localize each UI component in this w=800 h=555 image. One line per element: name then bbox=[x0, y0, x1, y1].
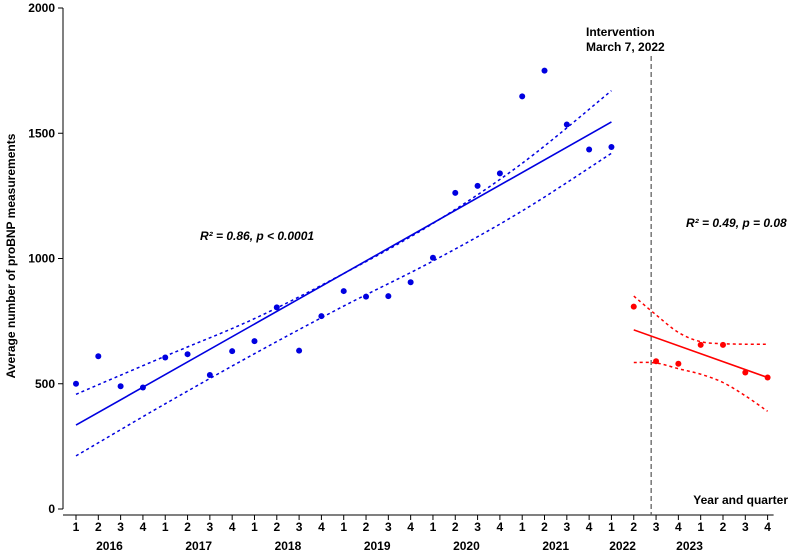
x-tick-label: 4 bbox=[140, 520, 147, 534]
data-point bbox=[719, 341, 726, 348]
data-point bbox=[139, 384, 146, 391]
data-point bbox=[318, 313, 325, 320]
x-tick-label: 2 bbox=[273, 520, 280, 534]
year-label: 2018 bbox=[275, 539, 302, 553]
data-point bbox=[764, 374, 771, 381]
x-tick-label: 2 bbox=[541, 520, 548, 534]
ci-upper-line bbox=[633, 295, 768, 345]
x-tick-label: 1 bbox=[608, 520, 615, 534]
x-tick-label: 4 bbox=[497, 520, 504, 534]
y-tick-label: 0 bbox=[48, 502, 55, 516]
y-tick-label: 1000 bbox=[28, 252, 55, 266]
x-tick-label: 2 bbox=[363, 520, 370, 534]
x-tick-label: 3 bbox=[296, 520, 303, 534]
data-point bbox=[206, 371, 213, 378]
data-point bbox=[563, 121, 570, 128]
data-point bbox=[73, 380, 79, 387]
data-point bbox=[697, 341, 704, 348]
x-tick-label: 3 bbox=[742, 520, 749, 534]
x-tick-label: 1 bbox=[697, 520, 704, 534]
x-tick-label: 3 bbox=[563, 520, 570, 534]
year-label: 2019 bbox=[364, 539, 391, 553]
data-point bbox=[273, 304, 280, 311]
data-point bbox=[229, 348, 236, 355]
data-point bbox=[586, 146, 593, 153]
x-tick-label: 1 bbox=[519, 520, 526, 534]
year-label: 2022 bbox=[609, 539, 636, 553]
ci-lower-line bbox=[633, 361, 769, 412]
x-tick-label: 4 bbox=[318, 520, 325, 534]
y-axis-title: Average number of proBNP measurements bbox=[4, 133, 18, 378]
fit-line bbox=[633, 329, 768, 379]
x-tick-label: 2 bbox=[720, 520, 727, 534]
fit-line bbox=[75, 121, 612, 426]
tick-labels: 0 500 1000 1500 2000 1 2 3 4 1 2 3 4 1 2 3 4 1 2 3 4 1 2 3 4 1 2 3 4… bbox=[28, 1, 771, 553]
data-point bbox=[385, 293, 392, 300]
year-label: 2020 bbox=[453, 539, 480, 553]
data-points bbox=[73, 67, 771, 391]
x-tick-label: 1 bbox=[162, 520, 169, 534]
data-point bbox=[519, 93, 526, 100]
fit-lines bbox=[75, 121, 768, 426]
data-point bbox=[251, 338, 258, 345]
data-point bbox=[162, 354, 169, 361]
x-tick-label: 3 bbox=[385, 520, 392, 534]
pre-fit-statistic: R² = 0.86, p < 0.0001 bbox=[200, 229, 314, 243]
data-point bbox=[452, 189, 459, 196]
x-tick-label: 1 bbox=[251, 520, 258, 534]
x-axis-title: Year and quarter bbox=[693, 493, 788, 507]
x-tick-label: 3 bbox=[117, 520, 124, 534]
x-tick-label: 2 bbox=[95, 520, 102, 534]
x-tick-label: 4 bbox=[229, 520, 236, 534]
y-tick-label: 2000 bbox=[28, 1, 55, 15]
data-point bbox=[541, 67, 548, 74]
y-tick-label: 500 bbox=[35, 377, 55, 391]
x-tick-label: 2 bbox=[630, 520, 637, 534]
x-tick-label: 2 bbox=[184, 520, 191, 534]
axes bbox=[58, 7, 774, 520]
ci-upper-line bbox=[75, 90, 612, 395]
x-tick-label: 4 bbox=[586, 520, 593, 534]
data-point bbox=[496, 170, 503, 177]
year-label: 2023 bbox=[676, 539, 703, 553]
intervention-label: Intervention bbox=[586, 25, 655, 39]
data-point bbox=[474, 182, 481, 189]
data-point bbox=[653, 358, 660, 365]
confidence-bands bbox=[75, 90, 769, 457]
x-tick-label: 1 bbox=[430, 520, 437, 534]
data-point bbox=[608, 144, 615, 151]
data-point bbox=[407, 279, 414, 286]
y-tick-label: 1500 bbox=[28, 126, 55, 140]
data-point bbox=[363, 293, 370, 300]
year-label: 2016 bbox=[96, 539, 123, 553]
x-tick-label: 3 bbox=[474, 520, 481, 534]
year-label: 2017 bbox=[185, 539, 212, 553]
x-tick-label: 1 bbox=[340, 520, 347, 534]
x-tick-label: 3 bbox=[207, 520, 214, 534]
x-tick-label: 3 bbox=[653, 520, 660, 534]
data-point bbox=[296, 347, 303, 354]
x-tick-label: 2 bbox=[452, 520, 459, 534]
year-label: 2021 bbox=[542, 539, 569, 553]
x-tick-label: 1 bbox=[73, 520, 80, 534]
ci-lower-line bbox=[75, 152, 612, 457]
data-point bbox=[742, 369, 749, 376]
data-point bbox=[675, 360, 682, 367]
x-tick-label: 4 bbox=[675, 520, 682, 534]
data-point bbox=[429, 254, 436, 261]
data-point bbox=[117, 383, 124, 390]
post-fit-statistic: R² = 0.49, p = 0.08 bbox=[686, 216, 787, 230]
intervention-date: March 7, 2022 bbox=[586, 40, 665, 54]
x-tick-label: 4 bbox=[764, 520, 771, 534]
data-point bbox=[95, 353, 102, 360]
data-point bbox=[184, 351, 191, 358]
data-point bbox=[630, 303, 637, 310]
x-tick-label: 4 bbox=[407, 520, 414, 534]
data-point bbox=[340, 288, 347, 295]
